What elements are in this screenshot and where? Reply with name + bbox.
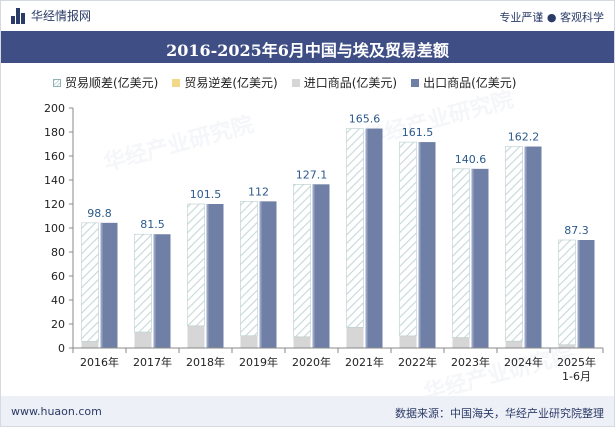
legend-label-imports: 进口商品(亿美元) [303, 76, 398, 90]
bar-export [418, 142, 436, 348]
data-label: 165.6 [349, 113, 381, 126]
y-tick-label: 140 [44, 174, 65, 187]
bar-export [100, 222, 118, 348]
data-label: 140.6 [455, 153, 487, 166]
bar-import [134, 332, 152, 348]
bar-export-shade [312, 184, 315, 348]
bar-surplus [399, 141, 417, 337]
data-label: 87.3 [564, 224, 589, 237]
brand-name: 华经情报网 [31, 9, 92, 23]
x-tick-label: 2021年 [345, 355, 384, 369]
bar-export-shade [100, 222, 103, 348]
legend-item-exports: 出口商品(亿美元) [411, 74, 517, 91]
bar-export-shade [471, 168, 474, 348]
brand-tagline: 专业严谨 ● 客观科学 [499, 11, 604, 24]
bar-import [346, 327, 364, 348]
legend-swatch-surplus [53, 78, 61, 87]
bar-import [558, 344, 576, 348]
x-tick-label: 2020年 [292, 355, 331, 369]
bar-import [399, 335, 417, 348]
bar-export-shade [577, 240, 580, 348]
data-label: 162.2 [508, 131, 540, 144]
x-tick-label: 2019年 [239, 355, 278, 369]
y-tick-label: 40 [51, 294, 65, 307]
bar-export [365, 128, 383, 348]
chart-title: 2016-2025年6月中国与埃及贸易差额 [166, 41, 449, 60]
data-label: 112 [248, 185, 269, 198]
bar-export [312, 184, 330, 348]
y-tick-label: 120 [44, 198, 65, 211]
bar-surplus [81, 222, 99, 342]
bar-export [153, 234, 171, 348]
x-tick-label: 2018年 [186, 355, 225, 369]
legend-label-deficit: 贸易逆差(亿美元) [184, 76, 278, 90]
bar-export-shade [418, 142, 421, 348]
legend-item-imports: 进口商品(亿美元) [291, 74, 398, 91]
bar-export [524, 146, 542, 348]
brand-logo-icon [11, 7, 25, 24]
bar-surplus [187, 203, 205, 327]
bar-export-shade [153, 234, 156, 348]
footer-bar [1, 396, 614, 426]
y-tick-label: 20 [51, 318, 65, 331]
chart-legend: 贸易顺差(亿美元) 贸易逆差(亿美元) 进口商品(亿美元) 出口商品(亿美元) [53, 74, 517, 91]
brand-logo: 华经情报网 [11, 7, 91, 24]
bar-surplus [293, 184, 311, 338]
legend-label-exports: 出口商品(亿美元) [423, 76, 517, 90]
y-tick-label: 0 [58, 342, 65, 355]
x-tick-label: 2016年 [80, 355, 119, 369]
y-tick-label: 60 [51, 270, 65, 283]
bar-surplus [505, 146, 523, 342]
bar-import [187, 325, 205, 348]
bar-export [471, 168, 489, 348]
y-tick-label: 160 [44, 150, 65, 163]
chart-plot: 0 20 40 60 80 100 120 140 160 180 200 98.8 81.5 101.… [44, 102, 604, 383]
bar-export [206, 204, 224, 348]
title-band [1, 31, 614, 63]
legend-swatch-imports [291, 78, 300, 87]
y-tick-label: 180 [44, 126, 65, 139]
legend-item-surplus: 贸易顺差(亿美元) [53, 74, 158, 91]
bar-import [81, 341, 99, 348]
legend-label-surplus: 贸易顺差(亿美元) [65, 76, 159, 90]
footer-website-link[interactable]: www.huaon.com [11, 405, 102, 418]
bar-import [505, 341, 523, 348]
bar-import [240, 335, 258, 348]
data-label: 127.1 [296, 168, 328, 181]
data-label: 98.8 [87, 207, 112, 220]
y-axis: 0 20 40 60 80 100 120 140 160 180 200 [44, 102, 74, 355]
legend-swatch-deficit [172, 78, 181, 87]
x-tick-label: 2024年 [504, 355, 543, 369]
bar-export [259, 201, 277, 348]
x-tick-label: 2023年 [451, 355, 490, 369]
legend-swatch-exports [411, 78, 420, 87]
bar-surplus [134, 233, 152, 333]
legend-item-deficit: 贸易逆差(亿美元) [172, 74, 278, 91]
bar-surplus [240, 201, 258, 337]
bar-export-shade [524, 146, 527, 348]
bar-group: 98.8 81.5 101.5 112 127.1 165.6 161.5 140.6 162.… [81, 113, 595, 348]
bar-surplus [346, 128, 364, 328]
bar-surplus [558, 239, 576, 346]
x-tick-label: 2022年 [398, 355, 437, 369]
bar-import [293, 336, 311, 348]
y-tick-label: 80 [51, 246, 65, 259]
y-tick-label: 100 [44, 222, 65, 235]
data-label: 101.5 [190, 188, 222, 201]
y-tick-label: 200 [44, 102, 65, 115]
bar-export-shade [259, 201, 262, 348]
footer-source: 数据来源：中国海关，华经产业研究院整理 [395, 407, 604, 420]
x-tick-label: 2017年 [133, 355, 172, 369]
bar-export-shade [365, 128, 368, 348]
data-label: 81.5 [140, 218, 165, 231]
top-bar: 华经情报网 专业严谨 ● 客观科学 [1, 1, 614, 31]
bar-import [452, 337, 470, 348]
bar-surplus [452, 168, 470, 338]
bar-export [577, 240, 595, 348]
data-label: 161.5 [402, 126, 434, 139]
x-axis: 2016年 2017年 2018年 2019年 2020年 2021年 2022年 2023年… [72, 347, 604, 383]
bar-export-shade [206, 204, 209, 348]
x-tick-label: 2025年 1-6月 [557, 355, 596, 383]
